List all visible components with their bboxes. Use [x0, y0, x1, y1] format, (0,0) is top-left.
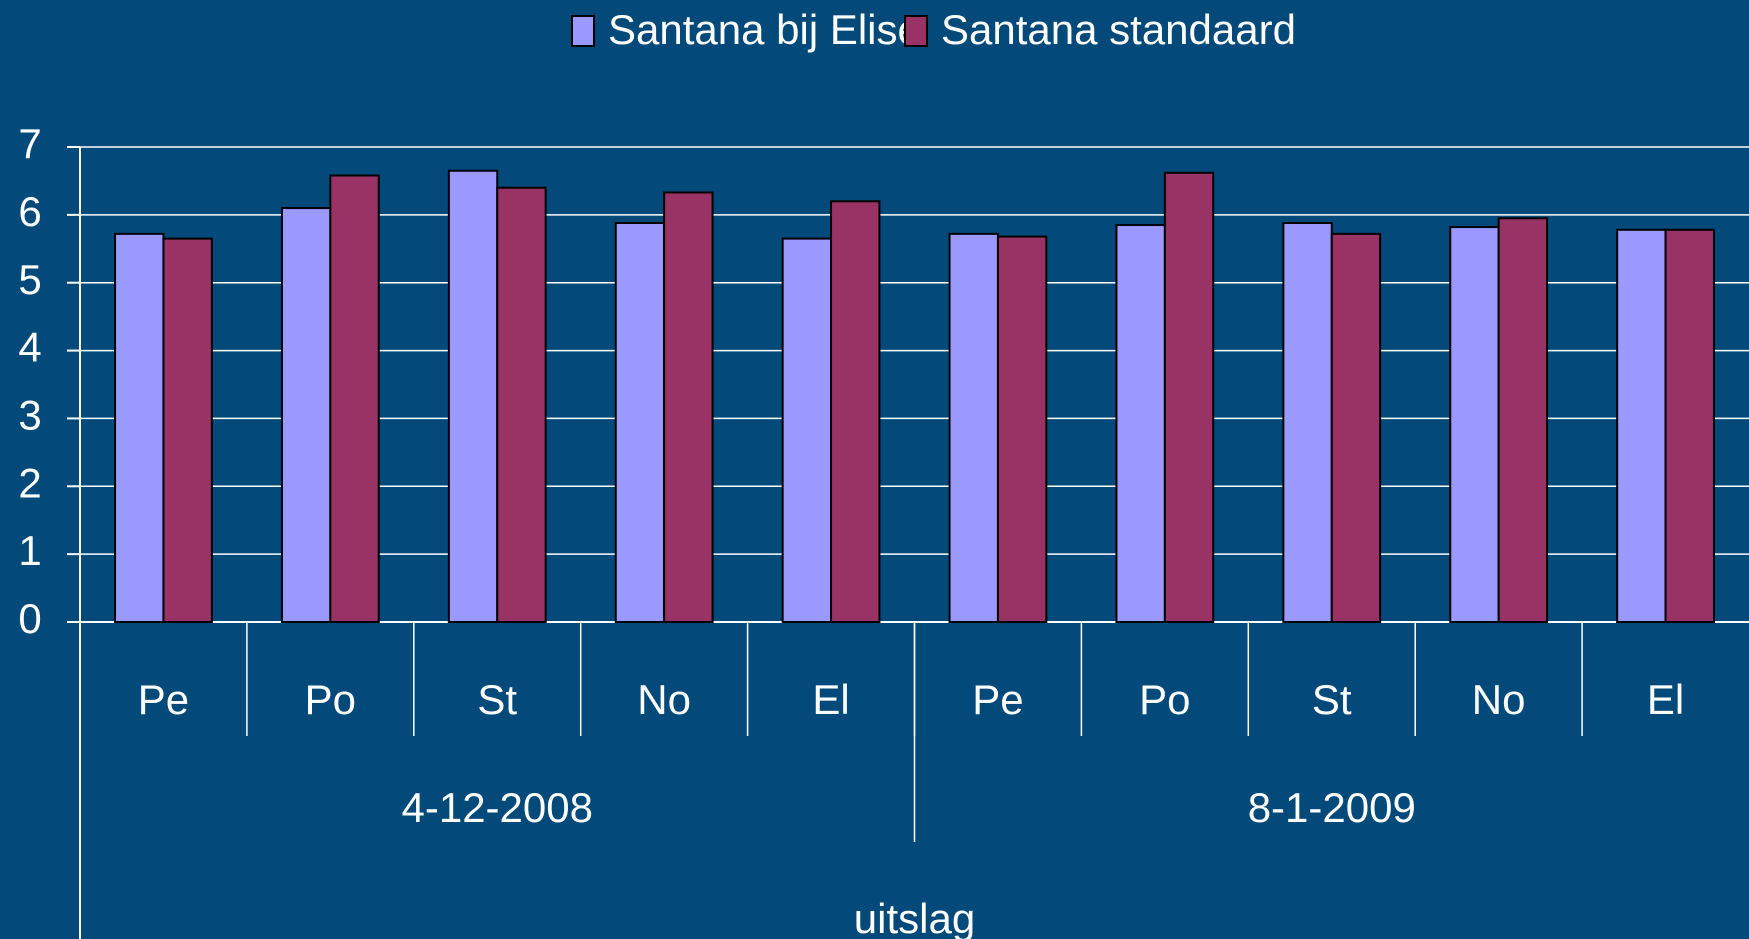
x-tick-label: Pe: [972, 676, 1023, 723]
bar: [830, 200, 881, 624]
bar: [663, 191, 714, 623]
bar: [447, 169, 499, 623]
legend-label: Santana standaard: [941, 6, 1296, 53]
y-tick-label: 5: [18, 256, 41, 303]
x-tick-label: St: [1312, 676, 1352, 723]
y-tick-label: 0: [18, 595, 41, 642]
x-tick-label: El: [1647, 676, 1684, 723]
bar: [1330, 232, 1382, 623]
x-tick-label: No: [637, 676, 691, 723]
bar: [614, 222, 666, 623]
y-tick-label: 7: [18, 120, 41, 167]
bar: [1449, 226, 1500, 623]
bar: [781, 237, 833, 623]
bar: [1163, 171, 1215, 624]
bar: [1616, 228, 1667, 624]
bar: [996, 235, 1048, 623]
x-axis-title: uitslag: [854, 895, 975, 939]
y-tick-label: 6: [18, 188, 41, 235]
bar: [948, 232, 999, 623]
bar: [162, 237, 213, 623]
bar: [1115, 224, 1166, 624]
x-tick-label: No: [1472, 676, 1526, 723]
legend-swatch: [904, 15, 928, 47]
bar: [114, 232, 165, 623]
bar: [1282, 222, 1333, 623]
bar: [496, 186, 547, 623]
bar: [1664, 228, 1715, 624]
x-tick-label: Pe: [138, 676, 189, 723]
legend-swatch: [571, 15, 595, 47]
x-tick-label: Po: [305, 676, 356, 723]
x-tick-label: St: [477, 676, 517, 723]
y-tick-label: 4: [18, 324, 41, 371]
group-label: 8-1-2009: [1248, 784, 1416, 831]
bar: [329, 174, 380, 623]
group-label: 4-12-2008: [402, 784, 593, 831]
x-tick-label: El: [812, 676, 849, 723]
legend-label: Santana bij Elise: [608, 6, 921, 53]
bar: [280, 207, 332, 623]
x-tick-label: Po: [1139, 676, 1190, 723]
y-tick-label: 2: [18, 459, 41, 506]
y-tick-label: 3: [18, 392, 41, 439]
y-tick-label: 1: [18, 527, 41, 574]
bar: [1497, 217, 1549, 623]
